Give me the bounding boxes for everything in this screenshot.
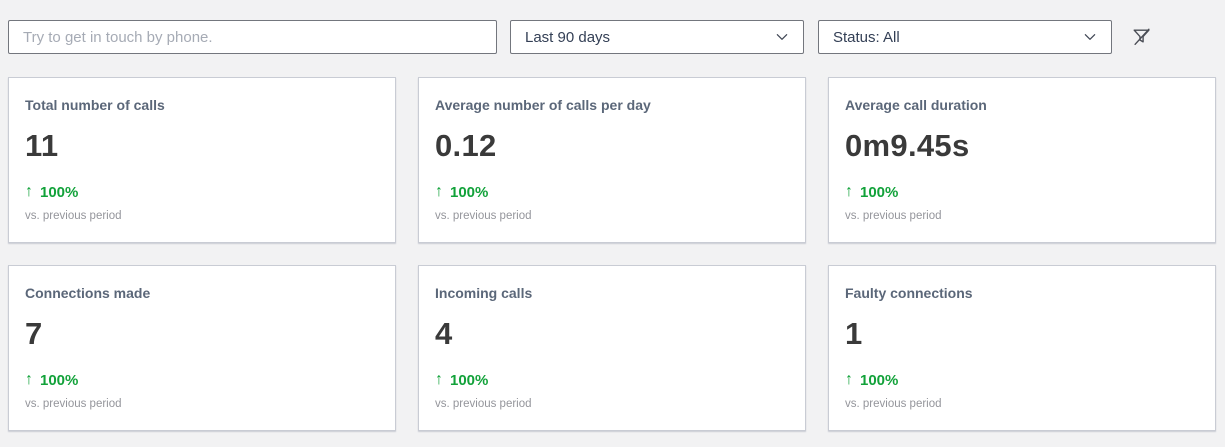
stats-cards-grid: Total number of calls 11 ↑ 100% vs. prev… [8, 77, 1216, 431]
stat-card-faulty-connections: Faulty connections 1 ↑ 100% vs. previous… [828, 265, 1216, 431]
filter-off-icon [1133, 28, 1150, 46]
card-title: Average number of calls per day [435, 97, 651, 113]
change-percent: 100% [860, 371, 899, 389]
stat-card-avg-calls-per-day: Average number of calls per day 0.12 ↑ 1… [418, 77, 806, 243]
stat-card-total-calls: Total number of calls 11 ↑ 100% vs. prev… [8, 77, 396, 243]
card-value: 0.12 [435, 128, 497, 163]
comparison-label: vs. previous period [25, 398, 122, 410]
stat-card-avg-call-duration: Average call duration 0m9.45s ↑ 100% vs.… [828, 77, 1216, 243]
chevron-down-icon [1084, 34, 1096, 40]
trend-up-arrow-icon: ↑ [845, 183, 853, 200]
change-percent: 100% [40, 371, 79, 389]
change-percent: 100% [40, 183, 79, 201]
trend-indicator: ↑ 100% [435, 183, 789, 201]
trend-indicator: ↑ 100% [845, 371, 1199, 389]
date-range-value: Last 90 days [525, 28, 611, 46]
trend-up-arrow-icon: ↑ [435, 371, 443, 388]
status-dropdown[interactable]: Status: All [818, 20, 1112, 54]
comparison-label: vs. previous period [845, 398, 942, 410]
date-range-dropdown[interactable]: Last 90 days [510, 20, 804, 54]
card-value: 0m9.45s [845, 128, 970, 163]
card-title: Connections made [25, 285, 151, 301]
trend-indicator: ↑ 100% [25, 371, 379, 389]
card-title: Total number of calls [25, 97, 165, 113]
stat-card-connections-made: Connections made 7 ↑ 100% vs. previous p… [8, 265, 396, 431]
change-percent: 100% [450, 371, 489, 389]
card-value: 4 [435, 316, 453, 351]
trend-indicator: ↑ 100% [845, 183, 1199, 201]
search-input[interactable] [8, 20, 497, 54]
trend-indicator: ↑ 100% [435, 371, 789, 389]
stat-card-incoming-calls: Incoming calls 4 ↑ 100% vs. previous per… [418, 265, 806, 431]
trend-up-arrow-icon: ↑ [25, 183, 33, 200]
trend-indicator: ↑ 100% [25, 183, 379, 201]
card-title: Faulty connections [845, 285, 973, 301]
card-title: Average call duration [845, 97, 987, 113]
filter-bar: Last 90 days Status: All [0, 0, 1225, 54]
comparison-label: vs. previous period [25, 210, 122, 222]
card-title: Incoming calls [435, 285, 533, 301]
trend-up-arrow-icon: ↑ [435, 183, 443, 200]
card-value: 7 [25, 316, 43, 351]
status-value: Status: All [833, 28, 900, 46]
card-value: 1 [845, 316, 863, 351]
comparison-label: vs. previous period [435, 210, 532, 222]
comparison-label: vs. previous period [435, 398, 532, 410]
clear-filters-button[interactable] [1129, 24, 1155, 50]
trend-up-arrow-icon: ↑ [845, 371, 853, 388]
chevron-down-icon [776, 34, 788, 40]
change-percent: 100% [450, 183, 489, 201]
comparison-label: vs. previous period [845, 210, 942, 222]
card-value: 11 [25, 128, 59, 163]
trend-up-arrow-icon: ↑ [25, 371, 33, 388]
change-percent: 100% [860, 183, 899, 201]
